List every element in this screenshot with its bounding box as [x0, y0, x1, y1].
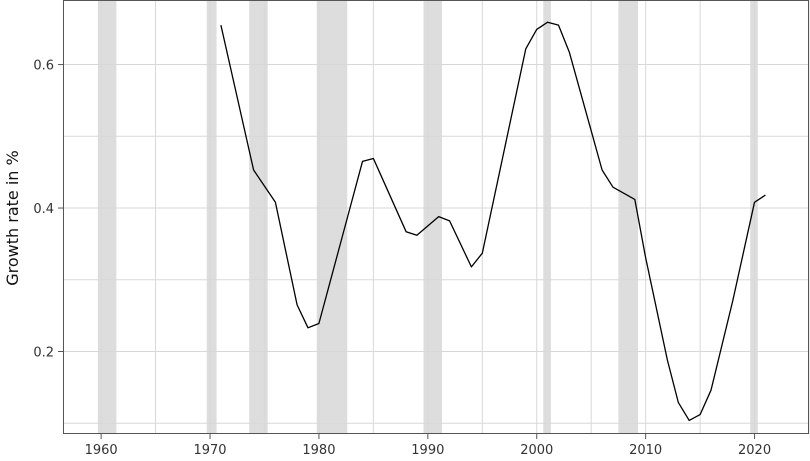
plot-frame [63, 0, 809, 434]
axes: 1960 1970 1980 1990 2000 2010 2020 0.2 0.4 0.6 [33, 0, 809, 458]
recession-band [618, 0, 639, 434]
x-tick-label: 2000 [520, 443, 553, 458]
recession-band [316, 0, 348, 434]
x-tick-label: 2010 [629, 443, 662, 458]
recession-band [206, 0, 217, 434]
recession-bands [97, 0, 758, 434]
y-axis-label: Growth rate in % [3, 150, 22, 285]
y-tick-label: 0.2 [33, 346, 54, 361]
recession-band [249, 0, 268, 434]
x-tick-label: 1990 [411, 443, 444, 458]
x-tick-label: 1960 [85, 443, 118, 458]
y-tick-label: 0.6 [33, 59, 54, 74]
series-layer [220, 21, 766, 422]
series-line [220, 21, 766, 422]
x-tick-label: 1970 [193, 443, 226, 458]
recession-band [97, 0, 117, 434]
y-tick-label: 0.4 [33, 202, 54, 217]
x-tick-label: 1980 [302, 443, 335, 458]
x-tick-label: 2020 [738, 443, 771, 458]
recession-band [543, 0, 551, 434]
recession-band [750, 0, 758, 434]
